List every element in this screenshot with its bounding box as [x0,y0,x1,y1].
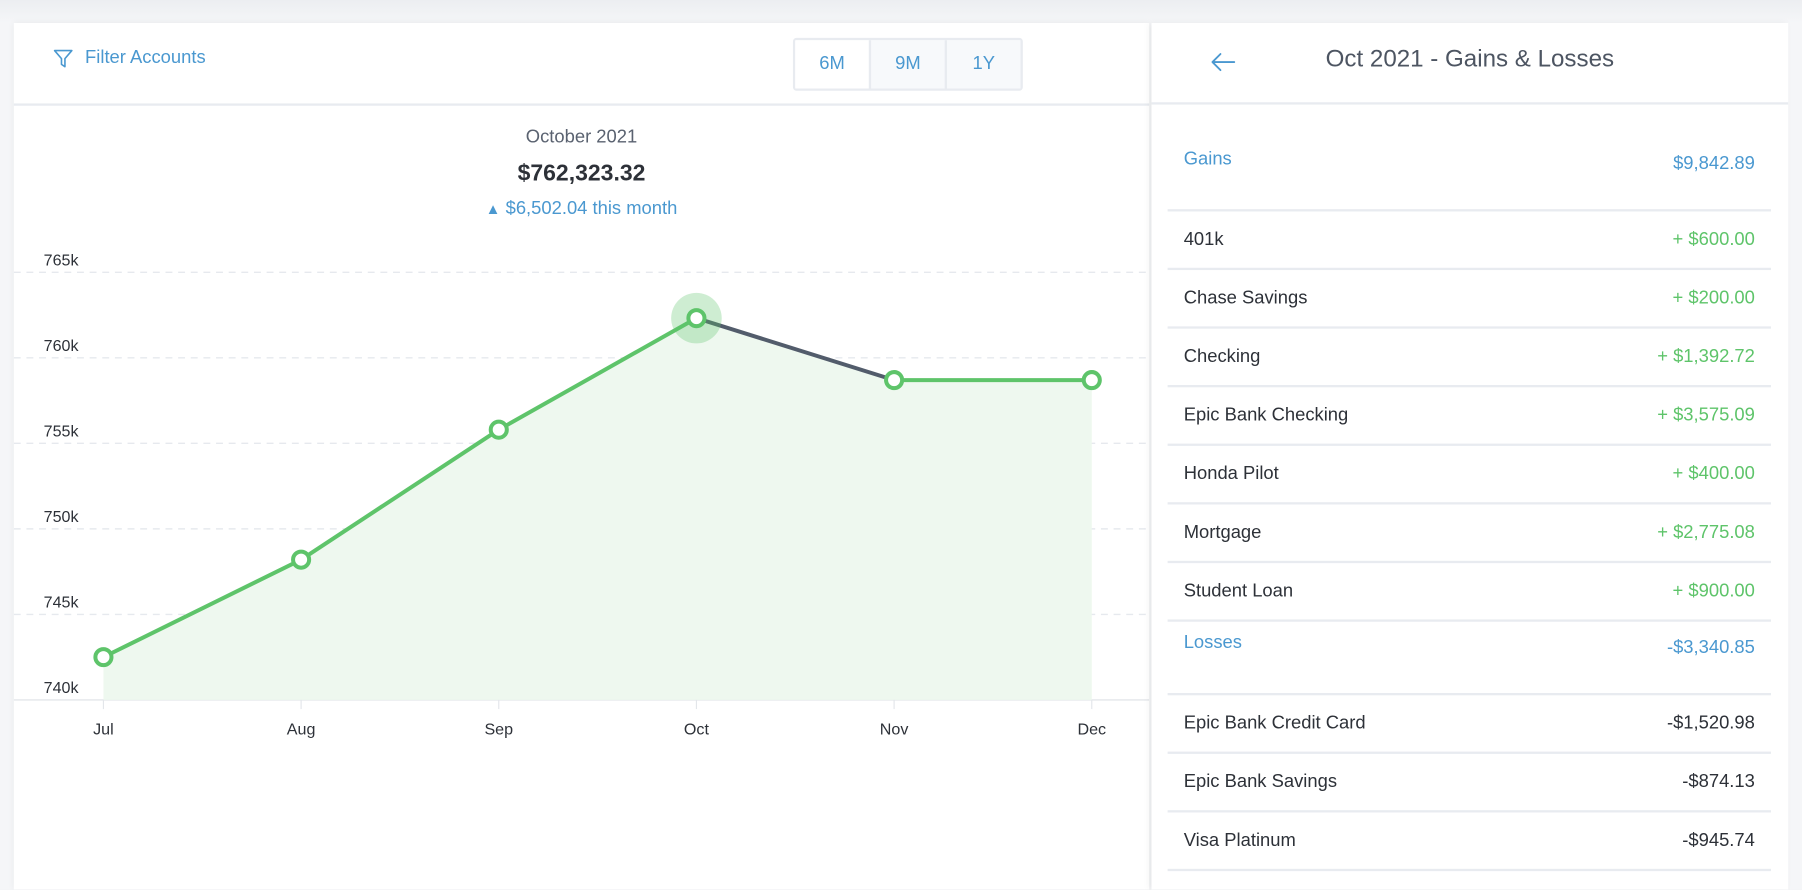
x-tick-label: Sep [484,720,513,738]
losses-header-label: Losses [1183,633,1242,653]
range-6m-button[interactable]: 6M [795,40,869,89]
y-tick-label: 750k [44,508,80,526]
y-tick-label: 765k [44,251,80,269]
gain-row: Checking + $1,392.72 [1167,329,1771,388]
loss-row-label: Epic Bank Savings [1183,771,1338,792]
data-point-jul [93,647,114,668]
gain-row: Student Loan + $900.00 [1167,563,1771,622]
series-segment [299,427,501,562]
x-tick-label: Oct [684,720,710,738]
filter-icon [53,49,73,68]
gain-row: Honda Pilot + $400.00 [1167,446,1771,505]
gain-row: Chase Savings + $200.00 [1167,270,1771,329]
data-point-sep [488,419,509,440]
gain-row-amount: + $3,575.09 [1657,405,1755,425]
loss-row-amount: -$874.13 [1682,771,1755,792]
range-1y-button[interactable]: 1Y [944,40,1021,89]
selected-total: $762,323.32 [517,160,646,187]
gain-row-label: Checking [1183,346,1261,367]
filter-accounts-label: Filter Accounts [85,48,206,68]
gain-row-label: Chase Savings [1183,287,1308,308]
gain-row-label: Student Loan [1183,580,1294,601]
series-segment [101,557,304,660]
x-tick-label: Nov [880,720,909,738]
gain-row-amount: + $2,775.08 [1657,522,1755,542]
series-segment [496,316,699,432]
loss-row: Visa Platinum -$945.74 [1167,813,1771,872]
gain-row-amount: + $600.00 [1672,229,1755,249]
triangle-up-icon: ▲ [485,199,501,218]
loss-row: Epic Bank Savings -$874.13 [1167,754,1771,813]
gain-row-amount: + $400.00 [1672,463,1755,484]
arrow-left-icon [1211,53,1236,72]
gain-row-amount: + $1,392.72 [1657,346,1755,367]
panel-header: Oct 2021 - Gains & Losses [1151,23,1789,105]
y-tick-label: 745k [44,593,80,611]
gains-header-label: Gains [1183,149,1232,169]
data-point-aug [291,549,312,570]
net-worth-chart: 740k 745k 750k 755k 760k 765k Jul Aug Sep Oct Nov D… [13,251,1150,738]
gain-row-label: Mortgage [1183,522,1262,542]
series-segment [694,316,897,383]
back-button[interactable] [1209,46,1237,84]
card-header: Filter Accounts 6M 9M 1Y [13,23,1150,106]
loss-row: Epic Bank Credit Card -$1,520.98 [1167,695,1771,754]
range-selector: 6M 9M 1Y [792,37,1023,91]
losses-header-amount: -$3,340.85 [1666,637,1755,658]
losses-header: Losses -$3,340.85 [1167,622,1771,696]
monthly-change-text: $6,502.04 this month [505,198,678,219]
gains-header: Gains $9,842.89 [1167,138,1771,212]
gains-losses-panel: Oct 2021 - Gains & Losses Gains $9,842.89… [1151,22,1789,890]
gain-row: Epic Bank Checking + $3,575.09 [1167,387,1771,446]
gains-header-amount: $9,842.89 [1673,153,1755,174]
y-tick-label: 755k [44,422,80,440]
gain-row: 401k + $600.00 [1167,211,1771,271]
loss-row-amount: -$1,520.98 [1666,713,1755,733]
filter-accounts-button[interactable]: Filter Accounts [53,48,206,69]
net-worth-card: Filter Accounts 6M 9M 1Y 740k 745k 750k 755… [13,22,1150,890]
gain-row-amount: + $900.00 [1672,580,1755,601]
x-tick-label: Aug [287,720,316,738]
range-9m-button[interactable]: 9M [868,40,945,89]
selected-month: October 2021 [525,127,638,148]
loss-row-amount: -$945.74 [1682,830,1755,850]
y-tick-label: 760k [44,337,80,355]
loss-row-label: Visa Platinum [1183,830,1296,850]
gain-row-label: Honda Pilot [1183,463,1279,484]
data-point-nov [884,370,905,391]
loss-row-label: Epic Bank Credit Card [1183,713,1366,733]
data-point-dec [1081,370,1102,391]
data-point-oct [686,308,707,329]
x-tick-label: Dec [1077,720,1106,738]
gain-row: Mortgage + $2,775.08 [1167,505,1771,564]
gain-row-label: 401k [1183,229,1224,249]
y-tick-label: 740k [44,679,80,697]
gain-row-amount: + $200.00 [1672,287,1755,308]
panel-title: Oct 2021 - Gains & Losses [1325,45,1615,73]
area-fill [103,318,1092,700]
x-tick-label: Jul [93,720,114,738]
gain-row-label: Epic Bank Checking [1183,405,1349,425]
monthly-change: ▲ $6,502.04 this month [14,199,1149,220]
gains-losses-list: Gains $9,842.89 401k + $600.00 Chase Savings… [1167,138,1771,872]
